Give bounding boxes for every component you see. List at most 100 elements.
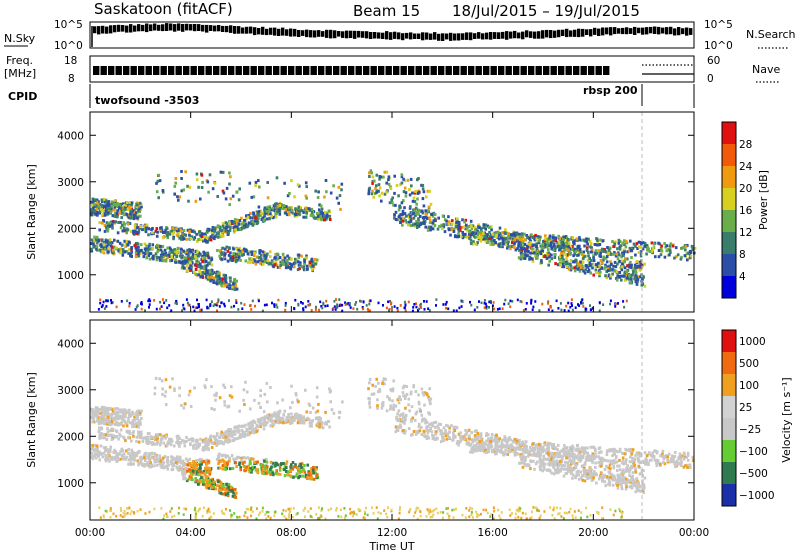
echo-cell [596, 244, 599, 247]
echo-cell [314, 217, 317, 220]
echo-cell [170, 443, 173, 446]
near-range-cell [447, 308, 449, 311]
echo-cell [518, 242, 521, 245]
echo-cell [663, 242, 666, 245]
frequency-unit-label: [MHz] [4, 67, 36, 80]
echo-cell [219, 441, 222, 444]
echo-cell [626, 277, 629, 280]
near-range-cell [623, 306, 625, 309]
echo-cell [99, 458, 102, 461]
echo-cell [455, 221, 458, 224]
echo-cell [269, 255, 272, 258]
colorbar-segment [722, 254, 736, 276]
echo-cell [555, 237, 558, 240]
echo-cell [607, 269, 610, 272]
noise-bar [445, 34, 448, 40]
echo-cell [211, 263, 214, 266]
echo-cell [526, 250, 529, 253]
echo-cell [112, 451, 115, 454]
echo-cell [182, 188, 185, 191]
echo-cell [189, 464, 192, 467]
echo-cell [117, 231, 120, 234]
echo-cell [636, 265, 639, 268]
echo-cell [222, 225, 225, 228]
echo-cell [524, 254, 527, 257]
noise-bar [441, 33, 444, 41]
echo-cell [176, 250, 179, 253]
echo-cell [619, 271, 622, 274]
echo-cell [372, 196, 375, 199]
echo-cell [429, 219, 432, 222]
echo-cell [129, 213, 132, 216]
echo-cell [620, 279, 623, 282]
echo-cell [187, 200, 190, 203]
echo-cell [104, 248, 107, 251]
echo-cell [416, 198, 419, 201]
echo-cell [136, 204, 139, 207]
echo-cell [235, 465, 238, 468]
echo-cell [204, 260, 207, 263]
echo-cell [238, 255, 241, 258]
echo-cell [370, 169, 373, 172]
colorbar-tick-label: 4 [739, 271, 746, 283]
echo-cell [242, 226, 245, 229]
echo-cell [339, 208, 342, 211]
echo-cell [162, 461, 165, 464]
echo-cell [105, 240, 108, 243]
noise-bar [373, 32, 376, 39]
near-range-cell [405, 304, 407, 307]
echo-cell [258, 186, 261, 189]
frequency-bar [431, 66, 437, 75]
echo-cell [219, 489, 222, 492]
near-range-cell [572, 309, 574, 312]
echo-cell [498, 237, 501, 240]
near-range-cell [520, 300, 522, 303]
echo-cell [252, 212, 255, 215]
colorbar-tick-label: 28 [739, 139, 752, 151]
near-range-cell [126, 300, 128, 303]
echo-cell [101, 199, 104, 202]
echo-cell [518, 256, 521, 259]
echo-cell [94, 454, 97, 457]
echo-cell [109, 241, 112, 244]
echo-cell [579, 261, 582, 264]
echo-cell [156, 235, 159, 238]
near-range-cell [161, 305, 163, 308]
echo-cell [112, 214, 115, 217]
echo-cell [401, 182, 404, 185]
echo-cell [367, 192, 370, 195]
echo-cell [216, 249, 219, 252]
noise-bar [393, 32, 396, 39]
near-range-cell [547, 302, 549, 305]
echo-cell [320, 218, 323, 221]
echo-cell [625, 245, 628, 248]
echo-cell [604, 274, 607, 277]
echo-cell [606, 260, 609, 263]
near-range-cell [182, 304, 184, 307]
echo-cell [162, 457, 165, 460]
echo-cell [578, 236, 581, 239]
echo-cell [428, 206, 431, 209]
echo-cell [425, 216, 428, 219]
echo-cell [168, 254, 171, 257]
noise-bar [261, 27, 264, 35]
echo-cell [241, 433, 244, 436]
echo-cell [91, 447, 94, 450]
echo-cell [229, 457, 232, 460]
echo-cell [192, 470, 195, 473]
near-range-cell [387, 301, 389, 304]
echo-cell [127, 223, 130, 226]
frequency-bar [536, 66, 542, 75]
echo-cell [140, 435, 143, 438]
nave-tick-top: 60 [707, 55, 720, 67]
echo-cell [156, 437, 159, 440]
echo-cell [491, 233, 494, 236]
noise-bar [253, 27, 256, 35]
echo-cell [686, 258, 689, 261]
echo-cell [189, 237, 192, 240]
echo-cell [422, 184, 425, 187]
echo-cell [134, 244, 137, 247]
noise-bar [585, 29, 588, 35]
echo-cell [432, 227, 435, 230]
near-range-cell [99, 299, 101, 302]
